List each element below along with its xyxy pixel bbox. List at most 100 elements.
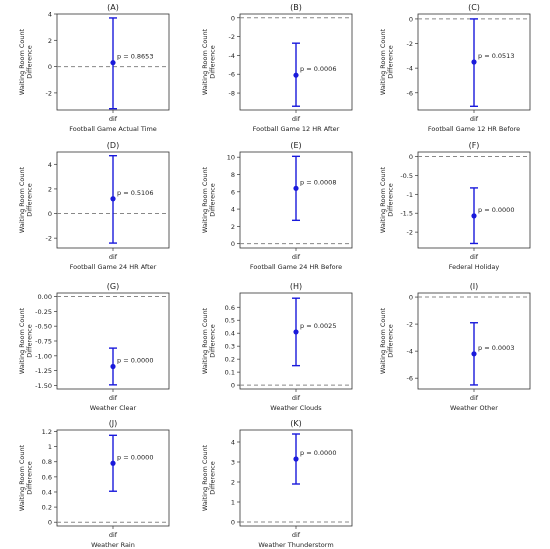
y-axis-label-line: Difference (387, 45, 395, 79)
y-tick-label: -4 (407, 348, 413, 356)
x-axis-label: Football Game 12 HR After (253, 125, 340, 133)
y-tick-label: 0 (231, 240, 235, 248)
y-tick-label: -0.5 (400, 172, 413, 180)
chart-panel-k: (K) 0 1 2 3 4 dif Weather Thunderstorm Waiting R… (201, 419, 353, 549)
panel-title: (A) (107, 3, 119, 12)
chart-panel-d: (D) -2 0 2 4 dif Football Game 24 HR After Wait… (18, 141, 170, 271)
panel-title: (F) (469, 141, 480, 150)
x-tick-label: dif (292, 531, 301, 539)
y-axis-label-line: Difference (209, 45, 217, 79)
y-tick-label: 0.1 (225, 369, 235, 377)
p-value-label: p = 0.0008 (300, 178, 336, 186)
y-tick-label: 0.5 (225, 317, 235, 325)
y-tick-label: 0 (231, 382, 235, 390)
y-axis-label-line: Difference (209, 324, 217, 358)
y-axis-label: Waiting Room CountDifference (18, 28, 34, 95)
y-tick-label: -0.25 (35, 308, 52, 316)
x-tick-label: dif (470, 394, 479, 402)
y-tick-label: 4 (231, 439, 235, 447)
y-axis-label: Waiting Room CountDifference (18, 307, 34, 374)
y-axis-label: Waiting Room CountDifference (379, 28, 395, 95)
mean-point (471, 213, 477, 219)
y-tick-label: 0 (409, 294, 413, 302)
chart-panel-c: (C) -6 -4 -2 0 dif Football Game 12 HR Before W… (379, 3, 531, 133)
y-axis-label-line: Waiting Room Count (379, 28, 387, 95)
y-axis-label-line: Waiting Room Count (379, 307, 387, 374)
x-axis-label: Weather Clear (90, 404, 137, 412)
y-tick-label: -1.50 (35, 382, 52, 390)
x-axis-label: Weather Clouds (270, 404, 322, 412)
chart-panel-h: (H) 0 0.1 0.2 0.3 0.4 0.5 0.6 dif Weather Clouds W… (201, 282, 353, 412)
y-tick-label: -2 (407, 229, 413, 237)
mean-point (293, 72, 299, 78)
y-axis-label: Waiting Room CountDifference (201, 307, 217, 374)
y-tick-label: 8 (231, 171, 235, 179)
y-axis-label-line: Waiting Room Count (201, 307, 209, 374)
y-axis-label-line: Waiting Room Count (201, 28, 209, 95)
y-tick-label: 0.00 (38, 293, 52, 301)
y-axis-label-line: Waiting Room Count (201, 166, 209, 233)
y-tick-label: 1 (231, 499, 235, 507)
y-tick-label: 0.3 (225, 343, 235, 351)
chart-panel-b: (B) -8 -6 -4 -2 0 dif Football Game 12 HR After… (201, 3, 353, 133)
p-value-label: p = 0.0000 (117, 356, 153, 364)
y-tick-label: 2 (231, 479, 235, 487)
y-axis-label-line: Difference (26, 183, 34, 217)
mean-point (293, 185, 299, 191)
p-value-label: p = 0.0000 (478, 206, 514, 214)
y-tick-label: 0 (409, 153, 413, 161)
chart-panel-a: (A) -2 0 2 4 dif Football Game Actual Time Wait… (18, 3, 170, 133)
y-tick-label: -0.75 (35, 338, 52, 346)
y-axis-label-line: Difference (387, 183, 395, 217)
y-tick-label: 0 (48, 63, 52, 71)
x-tick-label: dif (109, 394, 118, 402)
y-tick-label: -6 (407, 89, 413, 97)
mean-point (110, 60, 116, 66)
y-tick-label: 10 (227, 154, 235, 162)
y-axis-label-line: Difference (387, 324, 395, 358)
y-tick-label: 4 (231, 206, 235, 214)
y-tick-label: -0.50 (35, 323, 52, 331)
y-tick-label: 0 (231, 519, 235, 527)
y-tick-label: -6 (229, 71, 235, 79)
x-tick-label: dif (292, 394, 301, 402)
y-tick-label: -1.5 (400, 210, 413, 218)
y-tick-label: 1 (48, 443, 52, 451)
y-tick-label: -2 (46, 235, 52, 243)
y-axis-label-line: Waiting Room Count (201, 444, 209, 511)
mean-point (471, 351, 477, 357)
x-axis-label: Federal Holiday (449, 263, 500, 271)
panel-title: (C) (468, 3, 480, 12)
y-axis-label: Waiting Room CountDifference (18, 166, 34, 233)
y-tick-label: -2 (407, 40, 413, 48)
y-axis-label-line: Difference (26, 324, 34, 358)
y-axis-label-line: Waiting Room Count (379, 166, 387, 233)
x-tick-label: dif (109, 531, 118, 539)
panel-title: (E) (290, 141, 301, 150)
chart-panel-g: (G) -1.50 -1.25 -1.00 -0.75 -0.50 -0.25 0.00 dif… (18, 282, 170, 412)
x-axis-label: Football Game 24 HR After (70, 263, 157, 271)
y-tick-label: 6 (231, 188, 235, 196)
x-axis-label: Football Game Actual Time (69, 125, 157, 133)
mean-point (110, 196, 116, 202)
y-axis-label: Waiting Room CountDifference (201, 28, 217, 95)
y-tick-label: 0.4 (225, 330, 235, 338)
mean-point (293, 456, 299, 462)
y-tick-label: -2 (229, 33, 235, 41)
y-tick-label: 0.4 (42, 488, 52, 496)
y-tick-label: 0 (409, 15, 413, 23)
panel-title: (B) (290, 3, 302, 12)
y-tick-label: 0 (48, 210, 52, 218)
y-axis-label-line: Waiting Room Count (18, 444, 26, 511)
y-tick-label: -1.25 (35, 367, 52, 375)
panel-title: (G) (107, 282, 119, 291)
x-axis-label: Football Game 12 HR Before (428, 125, 520, 133)
x-axis-label: Football Game 24 HR Before (250, 263, 342, 271)
y-tick-label: -4 (229, 52, 235, 60)
x-tick-label: dif (292, 115, 301, 123)
y-tick-label: 0.6 (225, 304, 235, 312)
y-tick-label: -1 (407, 191, 413, 199)
x-tick-label: dif (109, 253, 118, 261)
y-tick-label: -4 (407, 65, 413, 73)
